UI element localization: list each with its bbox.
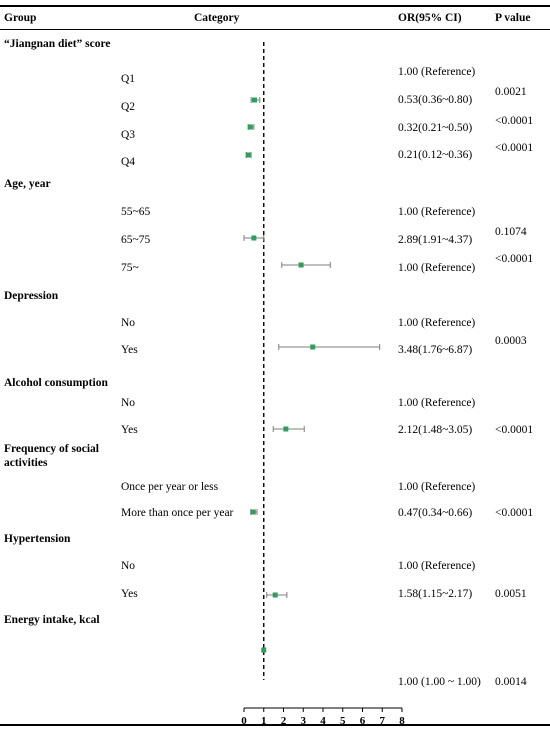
category-label: Yes: [121, 424, 138, 436]
x-tick-label: 0: [241, 715, 247, 727]
category-label: Once per year or less: [121, 481, 219, 493]
group-label: “Jiangnan diet” score: [4, 38, 111, 50]
category-label: Q3: [121, 129, 136, 141]
header-group: Group: [4, 12, 37, 24]
or-text: 2.89(1.91~4.37): [398, 234, 473, 246]
p-value: 0.0014: [495, 676, 527, 688]
category-label: No: [121, 397, 136, 409]
group-label: Age, year: [4, 178, 51, 190]
or-text: 1.00 (Reference): [398, 560, 476, 572]
header-or: OR(95% CI): [398, 12, 462, 24]
category-label: More than once per year: [121, 507, 234, 519]
or-text: 0.32(0.21~0.50): [398, 122, 473, 134]
x-tick-label: 7: [380, 715, 386, 727]
or-text: 1.00 (Reference): [398, 397, 476, 409]
or-text: 0.53(0.36~0.80): [398, 94, 473, 106]
group-label: Depression: [4, 290, 59, 302]
or-text: 2.12(1.48~3.05): [398, 424, 473, 436]
header-p: P value: [495, 12, 531, 24]
top-rule: [0, 5, 550, 7]
p-value: 0.0003: [495, 335, 527, 347]
p-value: 0.1074: [495, 226, 527, 238]
p-value: <0.0001: [495, 115, 534, 127]
x-tick-label: 5: [340, 715, 346, 727]
category-label: No: [121, 317, 136, 329]
or-marker: [247, 124, 253, 130]
x-tick-label: 4: [320, 715, 326, 727]
or-marker: [251, 97, 257, 103]
category-label: 75~: [121, 262, 139, 274]
p-value: <0.0001: [495, 424, 534, 436]
header-rule: [0, 29, 550, 30]
or-text: 3.48(1.76~6.87): [398, 344, 473, 356]
or-text: 0.47(0.34~0.66): [398, 507, 473, 519]
or-text: 1.00 (Reference): [398, 317, 476, 329]
x-tick-label: 3: [301, 715, 307, 727]
or-marker: [298, 262, 304, 268]
p-value: 0.0021: [495, 86, 527, 98]
category-label: Q2: [121, 101, 136, 113]
or-marker: [251, 235, 257, 241]
p-value: <0.0001: [495, 253, 534, 265]
or-text: 1.00 (Reference): [398, 481, 476, 493]
category-label: Q1: [121, 73, 136, 85]
or-marker: [245, 152, 251, 158]
or-text: 1.00 (Reference): [398, 66, 476, 78]
header-category: Category: [194, 12, 240, 24]
bottom-rule: [0, 724, 550, 726]
p-value: <0.0001: [495, 507, 534, 519]
or-text: 1.00 (Reference): [398, 262, 476, 274]
or-marker: [272, 592, 278, 598]
category-label: 55~65: [121, 206, 151, 218]
group-label: Hypertension: [4, 533, 71, 545]
group-label: Frequency of social activities: [4, 443, 99, 469]
or-marker: [261, 647, 267, 653]
category-label: Yes: [121, 588, 138, 600]
group-label: Energy intake, kcal: [4, 614, 100, 626]
x-tick-label: 2: [281, 715, 287, 727]
category-label: No: [121, 560, 136, 572]
or-text: 1.58(1.15~2.17): [398, 588, 473, 600]
x-tick-label: 6: [360, 715, 366, 727]
or-marker: [250, 509, 256, 515]
or-marker: [283, 426, 289, 432]
group-label: Alcohol consumption: [4, 377, 108, 389]
category-label: Yes: [121, 344, 138, 356]
or-marker: [310, 344, 316, 350]
or-text: 1.00 (1.00 ~ 1.00): [398, 676, 481, 688]
p-value: <0.0001: [495, 142, 534, 154]
p-value: 0.0051: [495, 588, 527, 600]
or-text: 1.00 (Reference): [398, 206, 476, 218]
or-text: 0.21(0.12~0.36): [398, 149, 473, 161]
x-tick-label: 8: [399, 715, 405, 727]
category-label: Q4: [121, 156, 136, 168]
category-label: 65~75: [121, 234, 151, 246]
x-tick-label: 1: [261, 715, 267, 727]
